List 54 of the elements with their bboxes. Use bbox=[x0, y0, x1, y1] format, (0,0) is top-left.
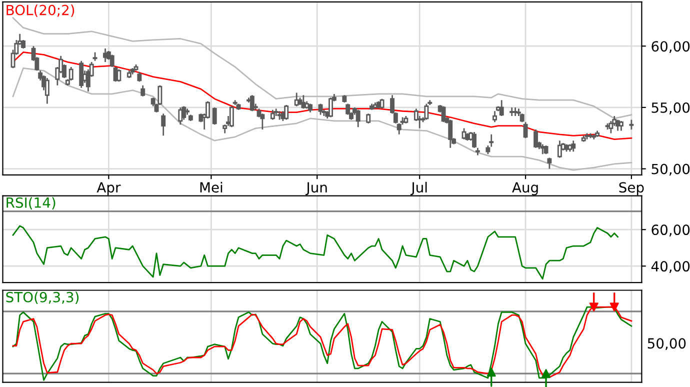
y-tick-label: 40,00 bbox=[651, 261, 690, 273]
candlestick bbox=[182, 106, 186, 120]
candlestick bbox=[161, 112, 166, 136]
candlestick bbox=[270, 109, 275, 120]
y-tick-label: 60,00 bbox=[652, 41, 690, 53]
candlestick bbox=[616, 119, 620, 132]
candlestick bbox=[116, 68, 122, 82]
candlestick bbox=[540, 144, 545, 155]
candlestick bbox=[499, 99, 504, 117]
y-tick-label: 60,00 bbox=[652, 224, 690, 236]
candlestick bbox=[489, 134, 494, 148]
candlestick bbox=[534, 128, 538, 149]
candlestick bbox=[547, 157, 552, 170]
candlestick bbox=[424, 103, 429, 120]
candlestick bbox=[318, 103, 323, 116]
candlestick bbox=[328, 96, 334, 118]
candlestick bbox=[137, 71, 142, 82]
line-series bbox=[12, 52, 632, 140]
candlestick bbox=[356, 109, 360, 128]
x-tick-label: Aug bbox=[512, 182, 538, 196]
candlestick bbox=[212, 106, 217, 126]
chart-title: BOL(20;2) bbox=[6, 4, 74, 17]
candlestick bbox=[448, 119, 453, 149]
x-tick-label: Apr bbox=[96, 182, 121, 196]
line-series bbox=[12, 225, 618, 280]
y-tick-label: 55,00 bbox=[652, 102, 690, 114]
candlestick bbox=[492, 110, 498, 123]
chart-title: STO(9,3,3) bbox=[6, 292, 79, 304]
candlestick bbox=[629, 119, 634, 130]
candlestick bbox=[79, 60, 84, 89]
candlestick bbox=[366, 112, 371, 124]
candlestick bbox=[523, 121, 528, 139]
x-tick-label: Sep bbox=[619, 182, 644, 196]
candlestick bbox=[557, 140, 562, 158]
candlestick bbox=[68, 66, 74, 82]
x-tick-label: Mei bbox=[200, 182, 222, 193]
y-tick-label: 50,00 bbox=[652, 164, 690, 176]
candlestick bbox=[608, 120, 614, 134]
x-tick-label: Jun bbox=[306, 182, 327, 196]
candlestick bbox=[229, 106, 234, 128]
x-tick-label: Jul bbox=[410, 182, 427, 196]
candlestick bbox=[260, 112, 265, 130]
line-series bbox=[12, 67, 632, 171]
candlestick bbox=[380, 98, 384, 110]
candlestick bbox=[346, 103, 350, 116]
candlestick bbox=[140, 84, 146, 98]
candlestick bbox=[618, 120, 624, 132]
candlestick bbox=[571, 140, 576, 152]
chart-title: RSI(14) bbox=[6, 197, 56, 210]
candlestick bbox=[441, 106, 446, 123]
candlestick bbox=[44, 77, 50, 104]
candlestick bbox=[472, 131, 477, 149]
candlestick bbox=[284, 104, 289, 120]
candlestick bbox=[250, 94, 254, 112]
